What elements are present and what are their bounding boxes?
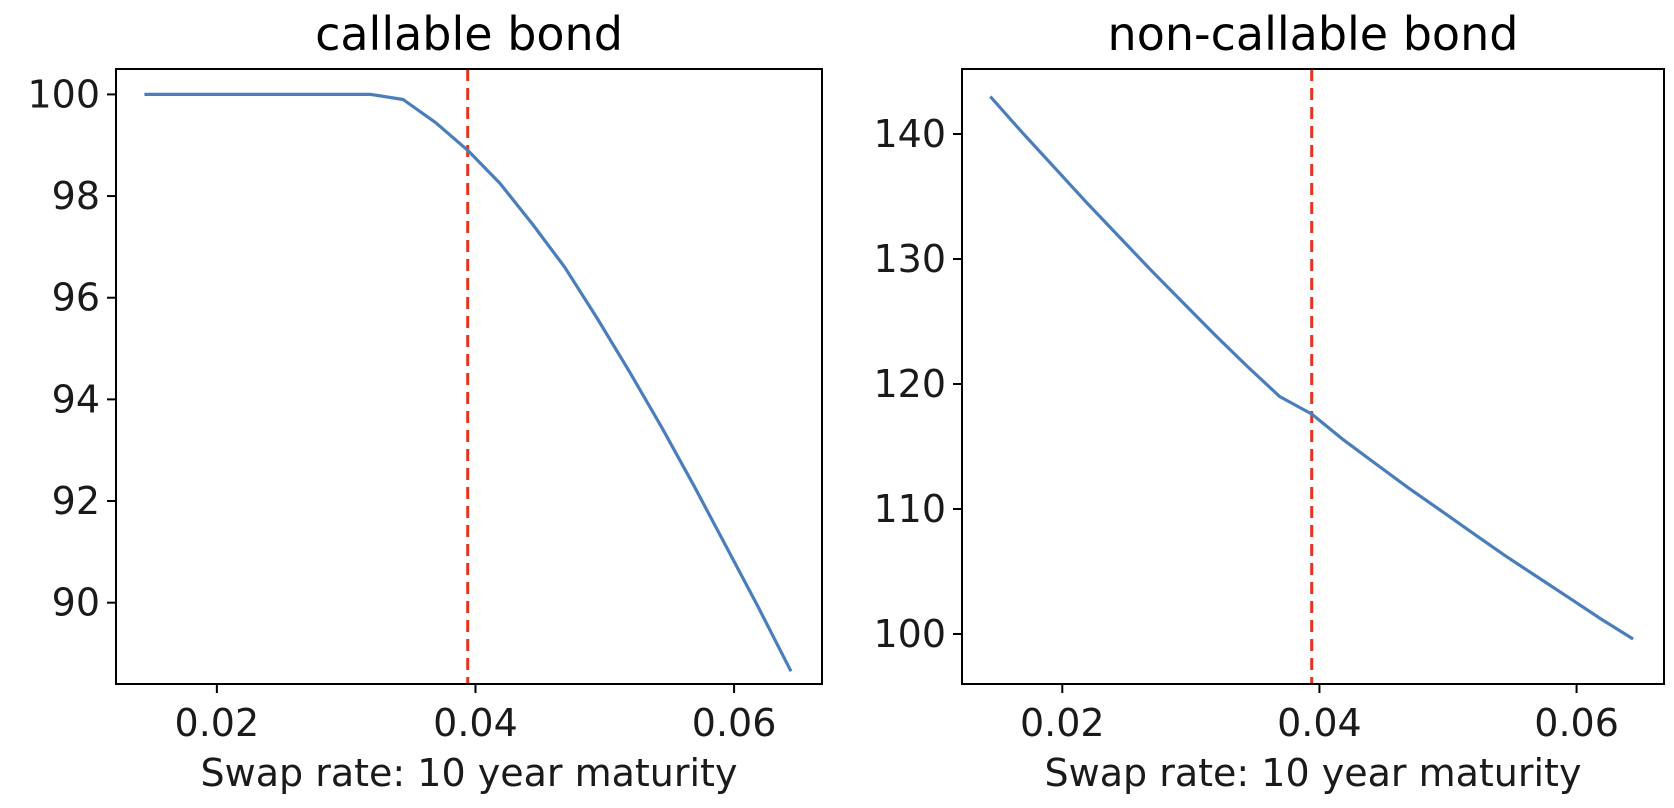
x-axis-label: Swap rate: 10 year maturity xyxy=(201,751,738,795)
plot-frame xyxy=(115,68,823,685)
y-tick-label: 96 xyxy=(52,276,100,320)
y-tick-label: 90 xyxy=(52,581,100,625)
series-line xyxy=(989,95,1634,641)
y-tick-label: 100 xyxy=(873,612,946,656)
x-tick-label: 0.02 xyxy=(1020,701,1105,745)
y-tick-label: 120 xyxy=(873,362,946,406)
non-callable-bond-panel: non-callable bond Swap rate: 10 year mat… xyxy=(873,7,1665,795)
x-tick-label: 0.06 xyxy=(1534,701,1619,745)
plot-frame xyxy=(961,68,1665,685)
x-tick-label: 0.04 xyxy=(1277,701,1362,745)
y-tick-label: 110 xyxy=(873,487,946,531)
series-line xyxy=(144,92,793,673)
chart-title: callable bond xyxy=(315,7,623,61)
y-tick-label: 130 xyxy=(873,237,946,281)
callable-bond-panel: callable bond Swap rate: 10 year maturit… xyxy=(27,7,823,795)
x-axis-label: Swap rate: 10 year maturity xyxy=(1045,751,1582,795)
x-tick-label: 0.04 xyxy=(433,701,518,745)
x-tick-label: 0.06 xyxy=(692,701,777,745)
y-tick-label: 98 xyxy=(52,174,100,218)
y-tick-label: 94 xyxy=(52,377,100,421)
x-tick-label: 0.02 xyxy=(175,701,260,745)
y-tick-label: 100 xyxy=(27,72,100,116)
y-tick-label: 140 xyxy=(873,112,946,156)
chart-title: non-callable bond xyxy=(1108,7,1519,61)
y-tick-label: 92 xyxy=(52,479,100,523)
